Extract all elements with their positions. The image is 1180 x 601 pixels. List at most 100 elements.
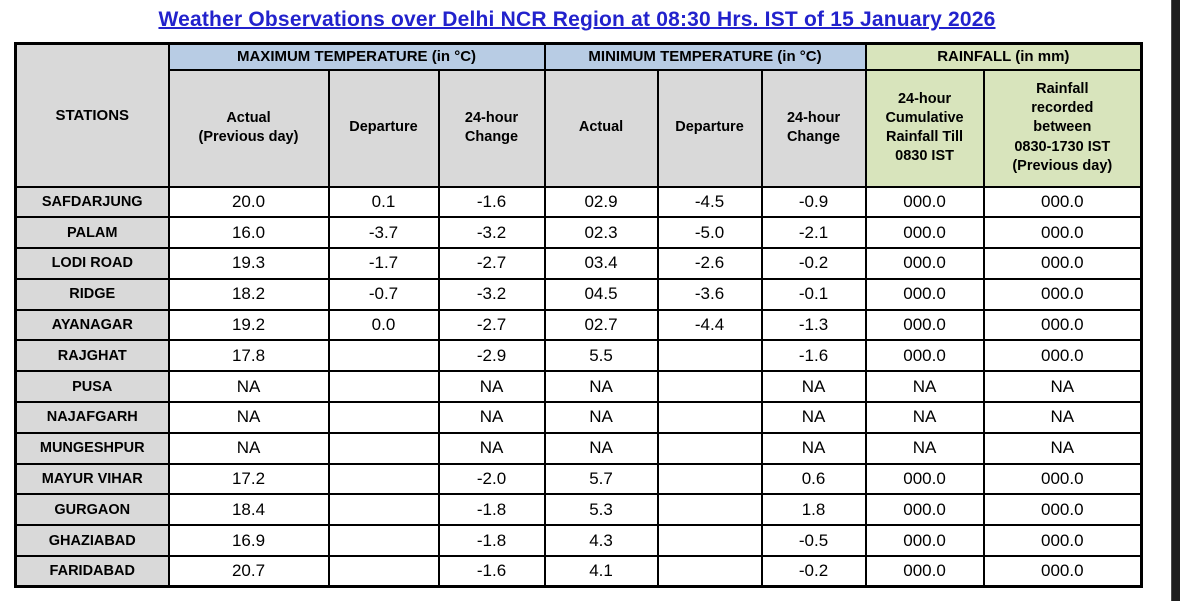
data-cell: -4.4: [656, 308, 763, 342]
group-header-row: STATIONS MAXIMUM TEMPERATURE (in °C) MIN…: [14, 42, 1143, 188]
data-cell: 000.0: [864, 555, 985, 588]
data-cell: NA: [982, 370, 1143, 404]
data-cell: NA: [760, 401, 867, 434]
data-cell: -0.2: [760, 247, 867, 280]
weather-observations-table: STATIONS MAXIMUM TEMPERATURE (in °C) MIN…: [14, 42, 1144, 589]
min-temperature-group-header: MINIMUM TEMPERATURE (in °C): [543, 42, 867, 71]
data-cell: -3.6: [656, 277, 763, 311]
data-cell: [327, 462, 440, 496]
data-cell: 16.9: [167, 524, 330, 558]
data-cell: 0.1: [327, 185, 440, 219]
data-cell: 000.0: [864, 462, 985, 496]
data-cell: NA: [543, 370, 659, 404]
data-cell: [656, 493, 763, 527]
data-cell: 19.3: [167, 247, 330, 280]
data-cell: 5.5: [543, 339, 659, 373]
min-actual-header: Actual: [543, 68, 659, 188]
data-cell: 5.3: [543, 493, 659, 527]
data-cell: 000.0: [982, 308, 1143, 342]
station-row: SAFDARJUNG 20.0 0.1 -1.6 02.9 -4.5 -0.9 000.0 00…: [14, 185, 1143, 219]
station-name-cell: LODI ROAD: [14, 247, 170, 280]
data-cell: [656, 339, 763, 373]
data-cell: 000.0: [864, 216, 985, 250]
data-cell: [656, 370, 763, 404]
data-cell: 000.0: [864, 493, 985, 527]
data-cell: NA: [864, 370, 985, 404]
data-cell: [656, 462, 763, 496]
data-cell: [656, 555, 763, 588]
station-name-cell: AYANAGAR: [14, 308, 170, 342]
data-cell: -3.2: [437, 216, 546, 250]
data-cell: 03.4: [543, 247, 659, 280]
data-cell: 000.0: [982, 247, 1143, 280]
data-cell: -2.1: [760, 216, 867, 250]
data-cell: [327, 524, 440, 558]
station-name-cell: FARIDABAD: [14, 555, 170, 588]
data-cell: 20.0: [167, 185, 330, 219]
data-cell: NA: [437, 431, 546, 465]
data-cell: 16.0: [167, 216, 330, 250]
data-cell: -1.8: [437, 493, 546, 527]
station-row: PUSA NA NA NA NA NA NA: [14, 370, 1143, 404]
data-cell: 0.6: [760, 462, 867, 496]
data-cell: 000.0: [982, 462, 1143, 496]
data-cell: -2.0: [437, 462, 546, 496]
max-temperature-group-header: MAXIMUM TEMPERATURE (in °C): [167, 42, 546, 71]
data-cell: [327, 401, 440, 434]
data-cell: 000.0: [864, 308, 985, 342]
data-cell: [656, 401, 763, 434]
data-cell: NA: [167, 370, 330, 404]
stations-column-header: STATIONS: [14, 42, 170, 188]
data-cell: NA: [864, 401, 985, 434]
station-name-cell: GURGAON: [14, 493, 170, 527]
rainfall-group-header: RAINFALL (in mm): [864, 42, 1143, 71]
data-cell: 000.0: [864, 247, 985, 280]
data-cell: -2.7: [437, 247, 546, 280]
data-cell: -1.6: [760, 339, 867, 373]
data-cell: NA: [543, 401, 659, 434]
data-cell: NA: [167, 401, 330, 434]
data-cell: -5.0: [656, 216, 763, 250]
cumulative-rainfall-header: 24-hour Cumulative Rainfall Till 0830 IS…: [864, 68, 985, 188]
data-cell: 000.0: [982, 555, 1143, 588]
data-cell: 19.2: [167, 308, 330, 342]
station-row: NAJAFGARH NA NA NA NA NA NA: [14, 401, 1143, 434]
data-cell: -0.5: [760, 524, 867, 558]
data-cell: -3.2: [437, 277, 546, 311]
data-cell: -1.3: [760, 308, 867, 342]
data-cell: NA: [982, 431, 1143, 465]
data-cell: NA: [864, 431, 985, 465]
data-cell: [656, 524, 763, 558]
data-cell: 000.0: [982, 185, 1143, 219]
data-cell: 000.0: [982, 339, 1143, 373]
data-cell: 1.8: [760, 493, 867, 527]
data-cell: 4.1: [543, 555, 659, 588]
data-cell: -2.7: [437, 308, 546, 342]
station-name-cell: PUSA: [14, 370, 170, 404]
min-departure-header: Departure: [656, 68, 763, 188]
data-cell: [327, 339, 440, 373]
data-cell: 02.7: [543, 308, 659, 342]
station-row: RAJGHAT 17.8 -2.9 5.5 -1.6 000.0 000.0: [14, 339, 1143, 373]
data-cell: 04.5: [543, 277, 659, 311]
data-cell: 000.0: [982, 493, 1143, 527]
max-24hr-change-header: 24-hour Change: [437, 68, 546, 188]
data-cell: [327, 431, 440, 465]
station-name-cell: MUNGESHPUR: [14, 431, 170, 465]
station-name-cell: MAYUR VIHAR: [14, 462, 170, 496]
data-cell: 18.2: [167, 277, 330, 311]
station-row: RIDGE 18.2 -0.7 -3.2 04.5 -3.6 -0.1 000.0 000.0: [14, 277, 1143, 311]
station-row: MAYUR VIHAR 17.2 -2.0 5.7 0.6 000.0 000.0: [14, 462, 1143, 496]
data-cell: NA: [167, 431, 330, 465]
data-cell: -1.7: [327, 247, 440, 280]
min-24hr-change-header: 24-hour Change: [760, 68, 867, 188]
recorded-rainfall-header: Rainfall recorded between 0830-1730 IST …: [982, 68, 1143, 188]
station-name-cell: RAJGHAT: [14, 339, 170, 373]
observations-table-body: SAFDARJUNG 20.0 0.1 -1.6 02.9 -4.5 -0.9 000.0 00…: [14, 185, 1143, 588]
max-actual-header: Actual (Previous day): [167, 68, 330, 188]
data-cell: -1.6: [437, 185, 546, 219]
data-cell: 000.0: [864, 277, 985, 311]
data-cell: 000.0: [864, 185, 985, 219]
data-cell: -1.6: [437, 555, 546, 588]
